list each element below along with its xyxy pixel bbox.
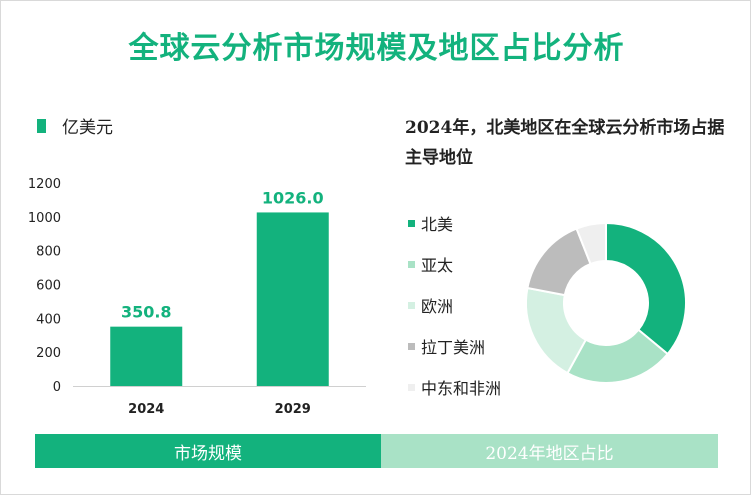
bar-2029 [256,212,329,386]
pie-legend-item: 中东和非洲 [408,375,501,399]
bar-2024 [110,326,183,386]
pie-legend-swatch [408,219,415,227]
donut-slice-1 [605,221,687,356]
y-tick-label: 800 [36,245,61,260]
pie-legend-label: 中东和非洲 [421,379,502,398]
bar-value-label: 350.8 [121,303,172,322]
pie-legend-swatch [408,342,415,350]
y-tick-label: 0 [53,380,61,395]
y-tick-label: 200 [36,346,61,361]
bar-legend-swatch [37,118,46,133]
y-tick-label: 1200 [28,177,61,192]
pie-legend-label: 北美 [421,215,454,234]
pie-legend-item: 拉丁美洲 [408,334,485,358]
bar-value-label: 1026.0 [262,188,324,207]
bar-legend-label: 亿美元 [62,118,113,138]
pie-legend-item: 亚太 [408,252,453,276]
tab-market-size: 市场规模 [35,434,381,468]
x-tick-label: 2029 [275,402,311,417]
pie-legend-swatch [408,301,415,309]
pie-legend-swatch [408,383,415,391]
y-tick-label: 1000 [28,211,61,226]
pie-legend-label: 亚太 [421,256,454,275]
bar-chart: 0 200 400 600 800 1000 1200 350.8 2024 1026.0 2029 [28,177,366,417]
y-tick-label: 600 [36,279,61,294]
chart-title: 全球云分析市场规模及地区占比分析 [128,31,625,66]
pie-legend-item: 北美 [408,211,453,235]
x-tick-label: 2024 [128,402,164,417]
pie-legend-swatch [408,260,415,268]
tab-region-share: 2024年地区占比 [381,434,718,468]
donut-slice-5 [575,221,607,266]
pie-title: 2024年，北美地区在全球云分析市场占据主导地位 [405,118,725,168]
pie-legend-label: 拉丁美洲 [421,338,486,357]
pie-legend-item: 欧洲 [408,293,453,317]
bar-legend: 亿美元 [37,113,113,138]
y-tick-label: 400 [36,312,61,327]
donut-chart [525,221,687,384]
pie-legend-label: 欧洲 [421,297,454,316]
